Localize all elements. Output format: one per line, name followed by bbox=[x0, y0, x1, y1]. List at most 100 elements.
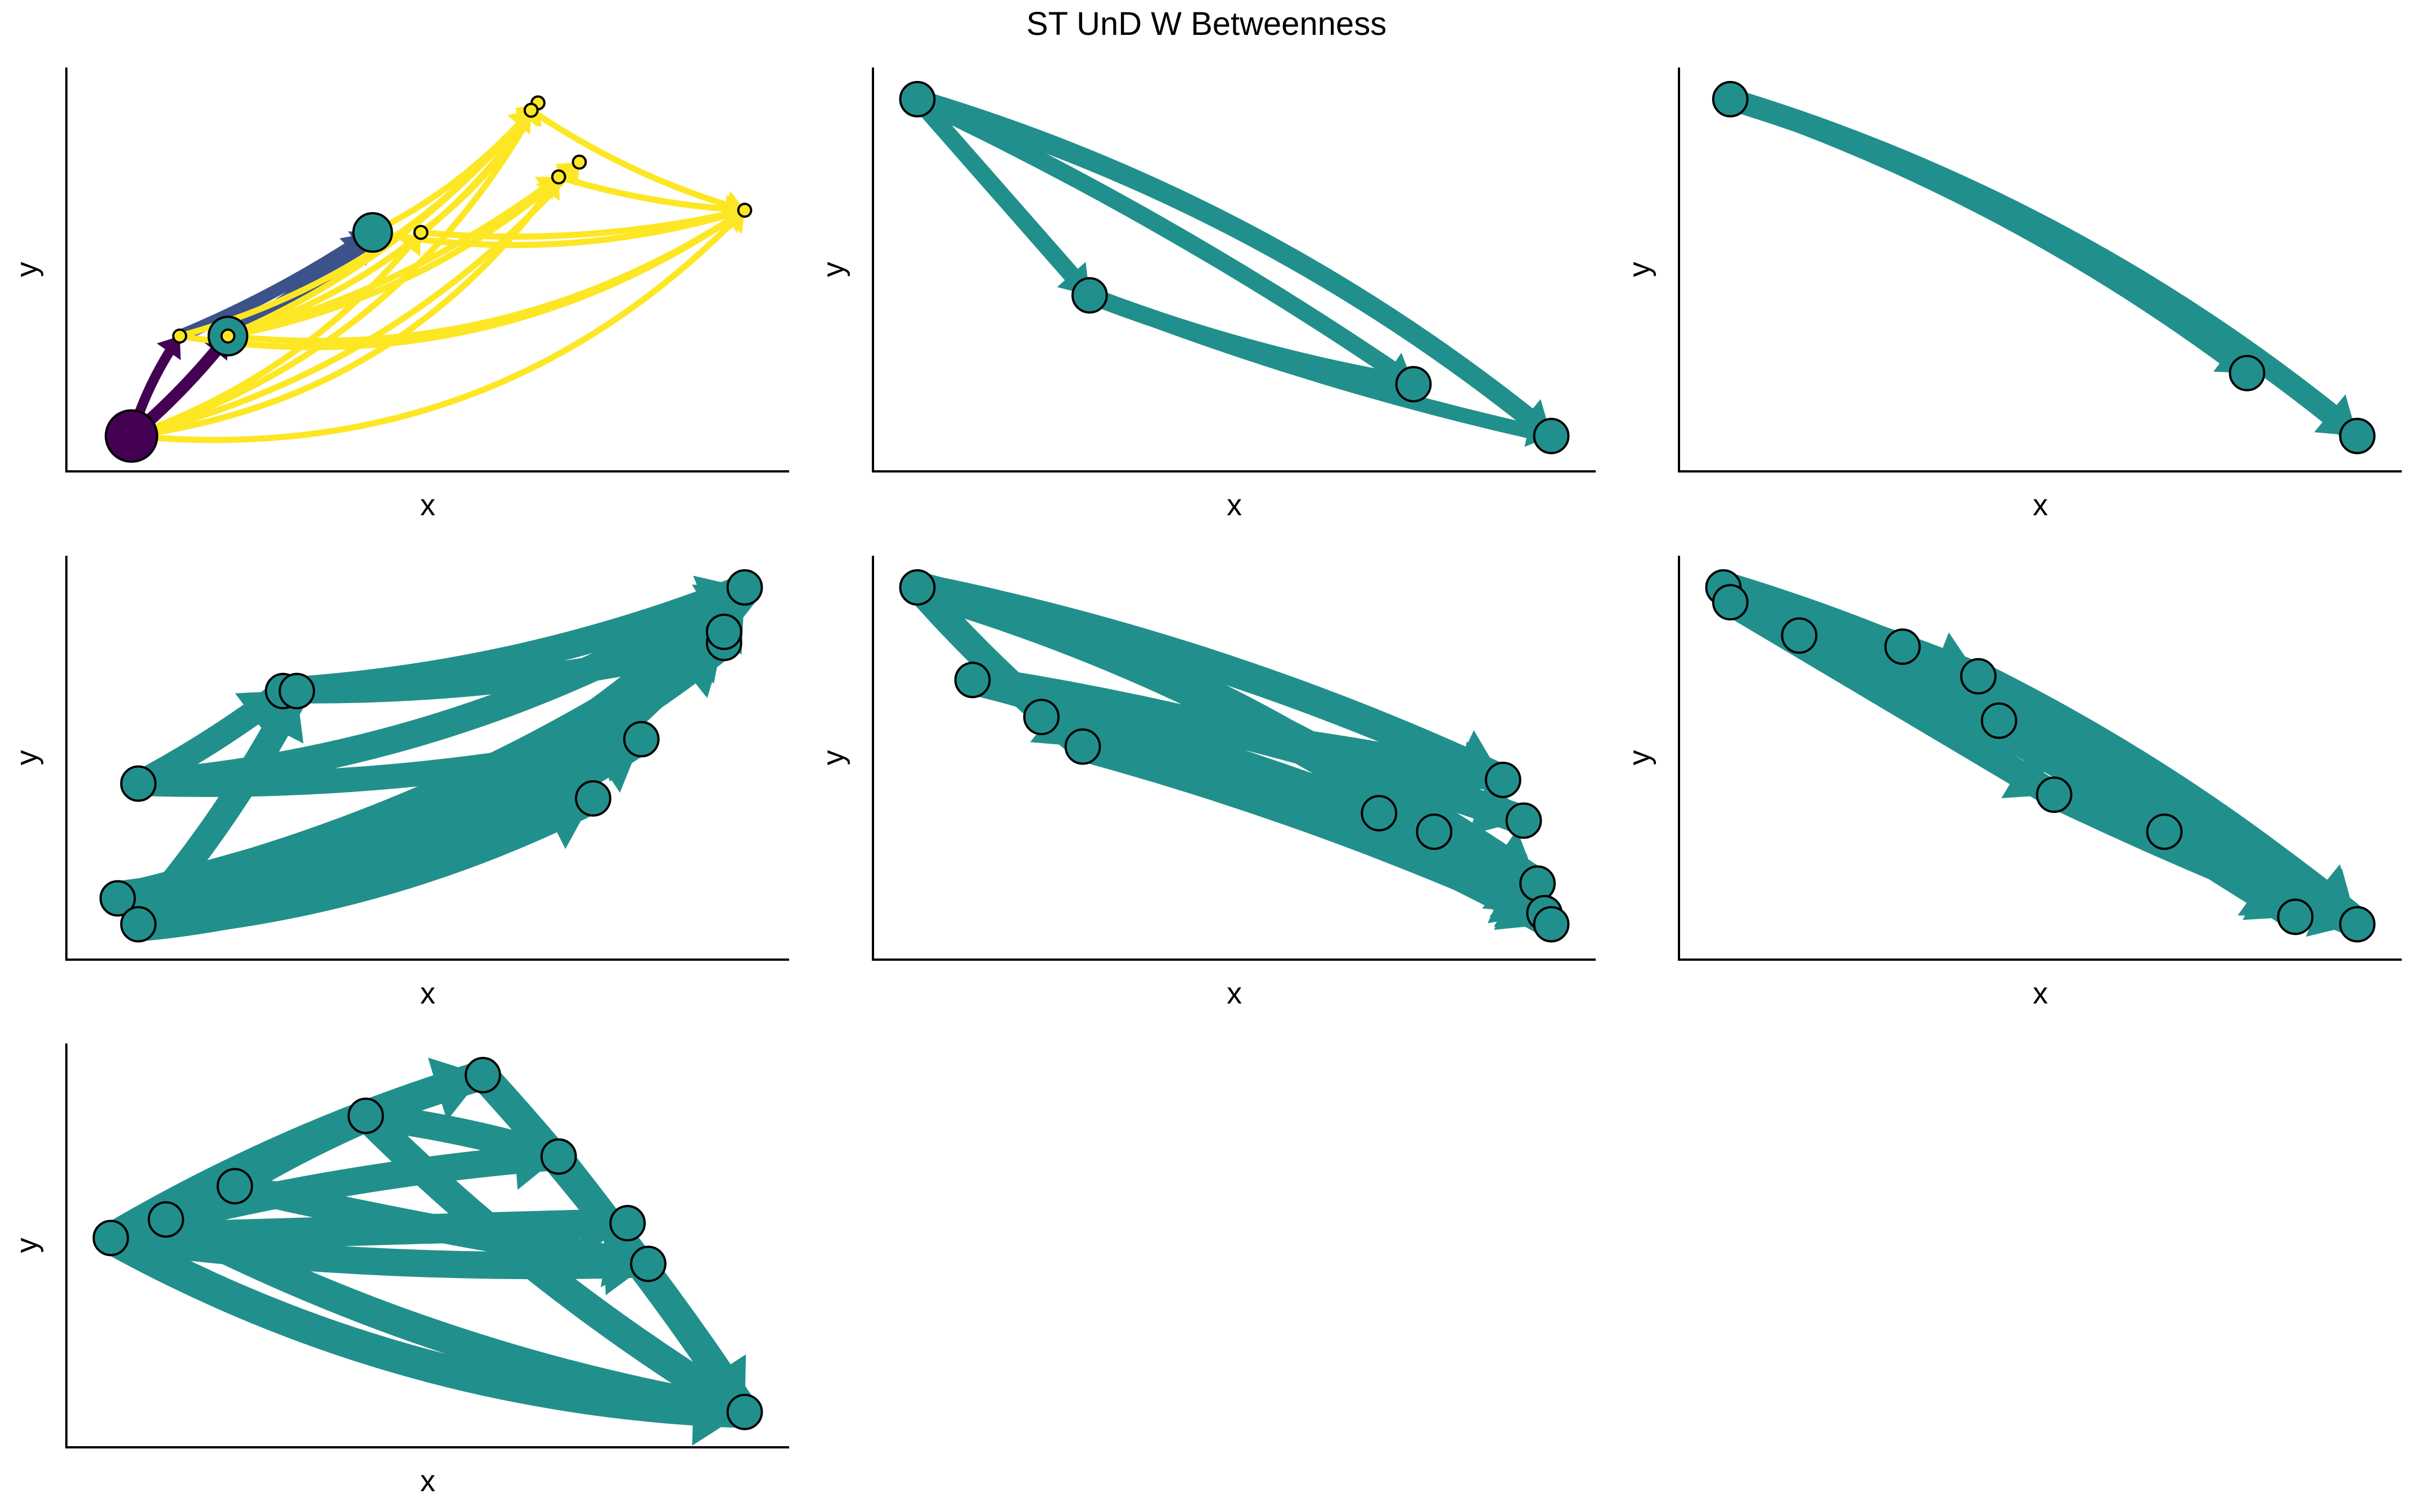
x-axis-label: x bbox=[420, 976, 435, 1010]
network-node bbox=[347, 1097, 384, 1135]
network-edge bbox=[2048, 782, 2362, 937]
network-edge bbox=[557, 174, 745, 214]
network-node bbox=[737, 202, 753, 218]
network-node bbox=[220, 328, 236, 344]
network-node bbox=[1960, 658, 1997, 695]
network-node bbox=[217, 1168, 253, 1205]
network-edge bbox=[179, 208, 747, 350]
edges-layer bbox=[1718, 572, 2368, 937]
network-node bbox=[413, 224, 429, 240]
edges-layer bbox=[114, 574, 759, 942]
network-edge bbox=[420, 207, 746, 240]
network-edge bbox=[130, 101, 541, 439]
network-node bbox=[120, 906, 157, 943]
network-edge bbox=[913, 91, 1419, 392]
network-node bbox=[1064, 728, 1101, 765]
network-node bbox=[609, 1205, 646, 1241]
network-node bbox=[630, 1245, 667, 1282]
network-node bbox=[2229, 354, 2266, 392]
nodes-layer bbox=[105, 95, 753, 463]
x-axis-label: x bbox=[2033, 488, 2048, 522]
network-node bbox=[1023, 699, 1060, 736]
axis-lines bbox=[65, 1043, 789, 1448]
figure-title: ST UnD W Betweenness bbox=[1027, 6, 1386, 42]
network-node bbox=[105, 409, 159, 463]
network-edge bbox=[372, 207, 746, 249]
panel-3: xy bbox=[1623, 68, 2402, 522]
nodes-layer bbox=[899, 569, 1570, 943]
network-edge bbox=[130, 230, 424, 439]
network-node bbox=[1884, 628, 1921, 665]
x-axis-label: x bbox=[420, 1464, 435, 1498]
network-node bbox=[1533, 906, 1570, 943]
network-node bbox=[2339, 417, 2376, 454]
network-edge bbox=[418, 101, 541, 235]
network-edge bbox=[1041, 703, 1506, 794]
network-edge bbox=[130, 160, 582, 439]
y-axis-label: y bbox=[10, 750, 44, 766]
network-edge bbox=[548, 1148, 757, 1420]
network-node bbox=[1781, 617, 1818, 654]
panel-4: xy bbox=[10, 556, 789, 1010]
network-edge bbox=[1723, 590, 2061, 807]
network-node bbox=[1484, 762, 1521, 798]
network-node bbox=[1361, 795, 1398, 832]
panel-6: xy bbox=[1623, 556, 2402, 1010]
edge-arrowhead bbox=[397, 232, 421, 256]
edge-arrowhead bbox=[156, 336, 181, 361]
network-node bbox=[523, 102, 539, 118]
edges-layer bbox=[907, 572, 1562, 938]
network-node bbox=[571, 154, 587, 170]
axis-lines bbox=[65, 556, 789, 961]
edge-arrowhead bbox=[1454, 741, 1503, 800]
network-node bbox=[2277, 898, 2314, 935]
axis-lines bbox=[1678, 556, 2402, 961]
axis-lines bbox=[1678, 68, 2402, 472]
y-axis-label: y bbox=[10, 262, 44, 277]
y-axis-label: y bbox=[10, 1238, 44, 1253]
network-edge bbox=[177, 227, 376, 342]
edges-layer bbox=[1727, 88, 2365, 445]
network-node bbox=[623, 721, 660, 758]
network-node bbox=[1505, 802, 1542, 839]
network-node bbox=[99, 880, 136, 917]
network-node bbox=[726, 569, 763, 606]
network-node bbox=[551, 169, 566, 184]
network-node bbox=[899, 80, 936, 118]
network-edge bbox=[914, 89, 1558, 444]
network-node bbox=[2339, 906, 2376, 943]
network-node bbox=[278, 673, 316, 709]
network-node bbox=[726, 1393, 763, 1430]
network-edge bbox=[136, 622, 734, 938]
network-edge bbox=[371, 108, 534, 236]
network-node bbox=[1395, 366, 1432, 403]
network-node bbox=[352, 212, 393, 253]
edges-layer bbox=[911, 89, 1558, 447]
y-axis-label: y bbox=[817, 262, 850, 277]
axis-lines bbox=[872, 68, 1596, 472]
network-node bbox=[1712, 584, 1749, 621]
panel-2: xy bbox=[817, 68, 1596, 522]
network-edge bbox=[1727, 88, 2365, 445]
network-edge bbox=[163, 1142, 560, 1233]
panel-1: xy bbox=[10, 68, 789, 522]
network-node bbox=[92, 1220, 129, 1257]
x-axis-label: x bbox=[1227, 976, 1242, 1010]
x-axis-label: x bbox=[420, 488, 435, 522]
x-axis-label: x bbox=[2033, 976, 2048, 1010]
y-axis-label: y bbox=[817, 750, 850, 766]
network-node bbox=[465, 1056, 501, 1094]
network-node bbox=[2146, 813, 2183, 850]
network-edge bbox=[1087, 288, 1553, 443]
network-node bbox=[147, 1201, 184, 1238]
network-edge bbox=[296, 631, 727, 704]
panel-7: xy bbox=[10, 1043, 789, 1498]
network-edge bbox=[914, 573, 1510, 794]
network-edge bbox=[131, 208, 747, 443]
network-edge bbox=[109, 1224, 649, 1280]
network-node bbox=[540, 1138, 577, 1175]
network-node bbox=[172, 328, 187, 344]
nodes-layer bbox=[92, 1056, 763, 1430]
network-edge bbox=[1971, 663, 2367, 936]
